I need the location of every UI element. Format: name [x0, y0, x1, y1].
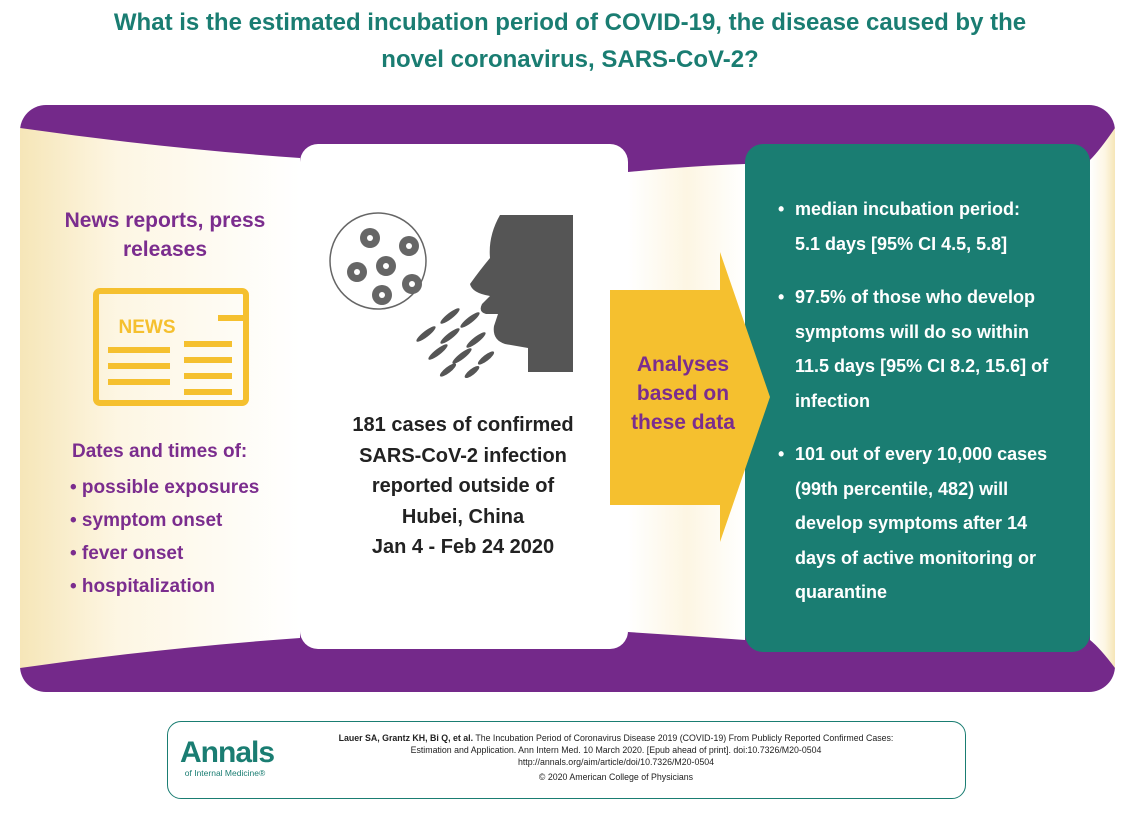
finding-line: median incubation period: — [795, 199, 1021, 219]
bullet-icon: • — [778, 287, 785, 307]
copyright-notice: © 2020 American College of Physicians — [538, 772, 694, 782]
citation-text: Lauer SA, Grantz KH, Bi Q, et al. The In… — [276, 732, 956, 783]
arrow-label-line: based on — [636, 382, 730, 405]
list-item: • possible exposures — [70, 477, 260, 498]
journal-logo-subtitle-text: of Internal Medicine — [184, 768, 259, 778]
list-item: • fever onset — [70, 543, 184, 564]
right-edge-panel — [1090, 128, 1115, 668]
cases-card — [300, 144, 628, 649]
cases-line: 181 cases of confirmed — [352, 414, 574, 436]
coughing-head-icon — [470, 215, 573, 372]
finding-line: 101 out of every 10,000 cases — [795, 444, 1048, 464]
cases-line: reported outside of — [371, 475, 555, 497]
finding-line: infection — [795, 390, 870, 411]
newspaper-icon — [93, 288, 249, 406]
cases-line: Jan 4 - Feb 24 2020 — [371, 536, 555, 558]
finding-line: days of active monitoring or — [795, 547, 1037, 568]
citation-url[interactable]: http://annals.org/aim/article/doi/10.732… — [517, 757, 715, 767]
finding-line: 11.5 days [95% CI 8.2, 15.6] of — [795, 356, 1049, 376]
citation-box: Annals of Internal Medicine® Lauer SA, G… — [167, 721, 966, 799]
citation-line-1: Lauer SA, Grantz KH, Bi Q, et al. The In… — [276, 732, 956, 744]
finding-item: • median incubation period: 5.1 days [95… — [778, 192, 1078, 261]
journal-logo-word: Annals — [180, 736, 275, 769]
journal-logo-subtitle: of Internal Medicine® — [180, 768, 270, 778]
list-item: • symptom onset — [70, 510, 223, 531]
finding-item: • 97.5% of those who develop symptoms wi… — [778, 280, 1078, 418]
finding-line: develop symptoms after 14 — [795, 513, 1028, 533]
sources-heading-line-2: releases — [122, 238, 208, 261]
sources-heading-line-1: News reports, press — [64, 209, 266, 232]
citation-title: The Incubation Period of Coronavirus Dis… — [473, 733, 894, 743]
findings-card — [745, 144, 1090, 652]
journal-logo: Annals of Internal Medicine® — [180, 736, 275, 779]
page-title: What is the estimated incubation period … — [20, 4, 1120, 78]
sources-list: • possible exposures • symptom onset • f… — [70, 471, 259, 603]
registered-mark: ® — [258, 768, 266, 778]
finding-item: • 101 out of every 10,000 cases (99th pe… — [778, 437, 1078, 610]
analysis-arrow — [610, 252, 770, 542]
arrow-label: Analyses based on these data — [616, 350, 750, 437]
arrow-label-line: these data — [631, 411, 735, 434]
bullet-icon: • — [778, 199, 785, 219]
cough-droplets-icon — [416, 308, 495, 379]
virus-icon — [329, 212, 427, 310]
cases-line: Hubei, China — [401, 505, 525, 528]
list-item: • hospitalization — [70, 576, 215, 597]
finding-line: 5.1 days [95% CI 4.5, 5.8] — [795, 233, 1008, 254]
finding-line: 97.5% of those who develop — [795, 287, 1036, 307]
finding-line: quarantine — [795, 582, 888, 602]
news-icon-label: NEWS — [119, 317, 176, 338]
sources-heading: News reports, press releases — [24, 206, 306, 264]
finding-line: symptoms will do so within — [795, 321, 1030, 342]
left-panel — [20, 128, 300, 668]
bullet-icon: • — [778, 444, 785, 464]
sources-subheading: Dates and times of: — [72, 441, 248, 462]
title-line-1: What is the estimated incubation period … — [113, 9, 1027, 36]
findings-list: • median incubation period: 5.1 days [95… — [778, 192, 1078, 629]
arrow-label-line: Analyses — [636, 353, 730, 376]
cases-line: SARS-CoV-2 infection — [359, 444, 567, 467]
citation-line-2: Estimation and Application. Ann Intern M… — [410, 745, 822, 755]
cases-summary: 181 cases of confirmed SARS-CoV-2 infect… — [300, 410, 626, 563]
citation-authors: Lauer SA, Grantz KH, Bi Q, et al. — [338, 733, 474, 743]
title-line-2: novel coronavirus, SARS-CoV-2? — [381, 46, 759, 73]
finding-line: (99th percentile, 482) will — [795, 478, 1009, 499]
